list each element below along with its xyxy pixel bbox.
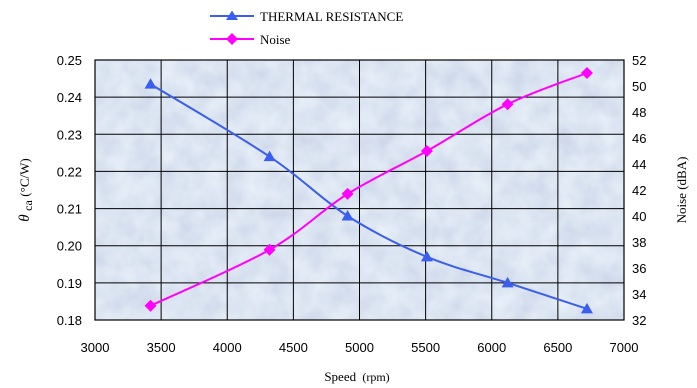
data-point-noise (501, 98, 514, 111)
x-tick-label: 3500 (147, 340, 176, 355)
y-left-tick-label: 0.21 (57, 202, 82, 217)
y-right-tick-label: 44 (632, 157, 646, 172)
legend-label-thermal: THERMAL RESISTANCE (260, 9, 403, 24)
y-right-tick-label: 50 (632, 79, 646, 94)
data-point-thermal (144, 78, 157, 89)
series-line-noise (150, 72, 588, 307)
series-layer (150, 72, 588, 310)
y-left-tick-label: 0.23 (57, 127, 82, 142)
x-tick-label: 6000 (477, 340, 506, 355)
y-left-tick-label: 0.19 (57, 276, 82, 291)
x-axis-tick-labels: 3000 3500 4000 4500 5000 5500 6000 6500 7000 (81, 340, 639, 355)
y-left-tick-label: 0.22 (57, 164, 82, 179)
grid-lines (95, 60, 624, 320)
y-right-tick-label: 42 (632, 183, 646, 198)
y-left-tick-label: 0.20 (57, 239, 82, 254)
data-point-noise (341, 187, 354, 200)
y-right-tick-label: 34 (632, 287, 646, 302)
data-point-thermal (263, 150, 276, 162)
x-tick-label: 7000 (610, 340, 639, 355)
y-left-axis-tick-labels: 0.18 0.19 0.20 0.21 0.22 0.23 0.24 0.25 (57, 53, 82, 328)
y-right-tick-label: 32 (632, 313, 646, 328)
x-tick-label: 4000 (213, 340, 242, 355)
y-left-tick-label: 0.24 (57, 90, 82, 105)
x-tick-label: 5500 (411, 340, 440, 355)
x-tick-label: 5000 (345, 340, 374, 355)
y-left-tick-label: 0.25 (57, 53, 82, 68)
legend-marker-triangle-icon (226, 10, 238, 20)
legend-label-noise: Noise (260, 32, 291, 47)
x-axis-title-unit: (rpm) (362, 370, 389, 384)
y-right-axis-tick-labels: 32 34 36 38 40 42 44 46 48 50 52 (632, 53, 646, 328)
data-point-noise (263, 243, 276, 256)
y-right-tick-label: 36 (632, 261, 646, 276)
x-tick-label: 4500 (279, 340, 308, 355)
x-tick-label: 3000 (81, 340, 110, 355)
x-tick-label: 6500 (543, 340, 572, 355)
y-right-tick-label: 46 (632, 131, 646, 146)
x-axis-title: Speed (rpm) (324, 369, 389, 384)
data-point-noise (580, 67, 593, 79)
y-left-axis-title: θ ca (°C/W) (17, 158, 36, 221)
legend-item-thermal: THERMAL RESISTANCE (210, 9, 403, 24)
data-point-thermal (420, 250, 433, 262)
y-right-tick-label: 52 (632, 53, 646, 68)
legend-marker-diamond-icon (226, 33, 238, 45)
data-point-thermal (580, 302, 593, 314)
series-line-thermal (150, 83, 588, 310)
y-right-tick-label: 40 (632, 209, 646, 224)
plot-area-border (94, 59, 625, 321)
data-point-thermal (341, 210, 354, 221)
legend: THERMAL RESISTANCE Noise (210, 9, 403, 47)
y-right-tick-label: 48 (632, 105, 646, 120)
y-right-axis-title: Noise (dBA) (674, 157, 689, 224)
y-left-axis-title-symbol: θ (17, 214, 33, 222)
y-right-tick-label: 38 (632, 235, 646, 250)
data-point-noise (420, 145, 433, 157)
y-left-axis-title-unit: (°C/W) (17, 158, 32, 196)
y-left-axis-title-sub: ca (21, 200, 35, 211)
data-point-noise (144, 299, 157, 312)
marker-layer (144, 67, 593, 314)
legend-item-noise: Noise (210, 32, 291, 47)
data-point-thermal (501, 276, 514, 288)
x-axis-title-main: Speed (324, 369, 356, 384)
y-left-tick-label: 0.18 (57, 313, 82, 328)
